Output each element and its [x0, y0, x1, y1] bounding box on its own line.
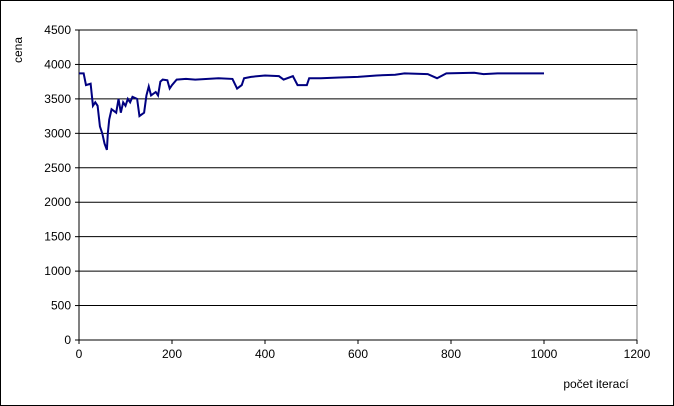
x-tick-label: 0: [76, 347, 83, 361]
x-tick-label: 800: [441, 347, 461, 361]
x-tick-label: 1000: [531, 347, 558, 361]
x-tick-label: 600: [348, 347, 368, 361]
y-tick-label: 2500: [44, 161, 71, 175]
y-tick-label: 2000: [44, 195, 71, 209]
plot-area: [78, 29, 638, 341]
x-tick-label: 400: [255, 347, 275, 361]
y-tick-label: 1000: [44, 264, 71, 278]
x-tick-label: 200: [162, 347, 182, 361]
y-tick-label: 3500: [44, 92, 71, 106]
y-tick-label: 0: [64, 333, 71, 347]
data-line: [79, 71, 544, 151]
y-tick-label: 3000: [44, 126, 71, 140]
y-tick-label: 4000: [44, 57, 71, 71]
x-axis-label: počet iterací: [563, 377, 629, 391]
x-tick-label: 1200: [624, 347, 651, 361]
y-tick-label: 500: [51, 299, 71, 313]
y-tick-label: 1500: [44, 230, 71, 244]
y-axis-label: cena: [11, 37, 25, 63]
y-tick-label: 4500: [44, 23, 71, 37]
